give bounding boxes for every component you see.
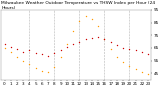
Text: Milwaukee Weather Outdoor Temperature vs THSW Index per Hour (24 Hours): Milwaukee Weather Outdoor Temperature vs… — [1, 1, 156, 10]
